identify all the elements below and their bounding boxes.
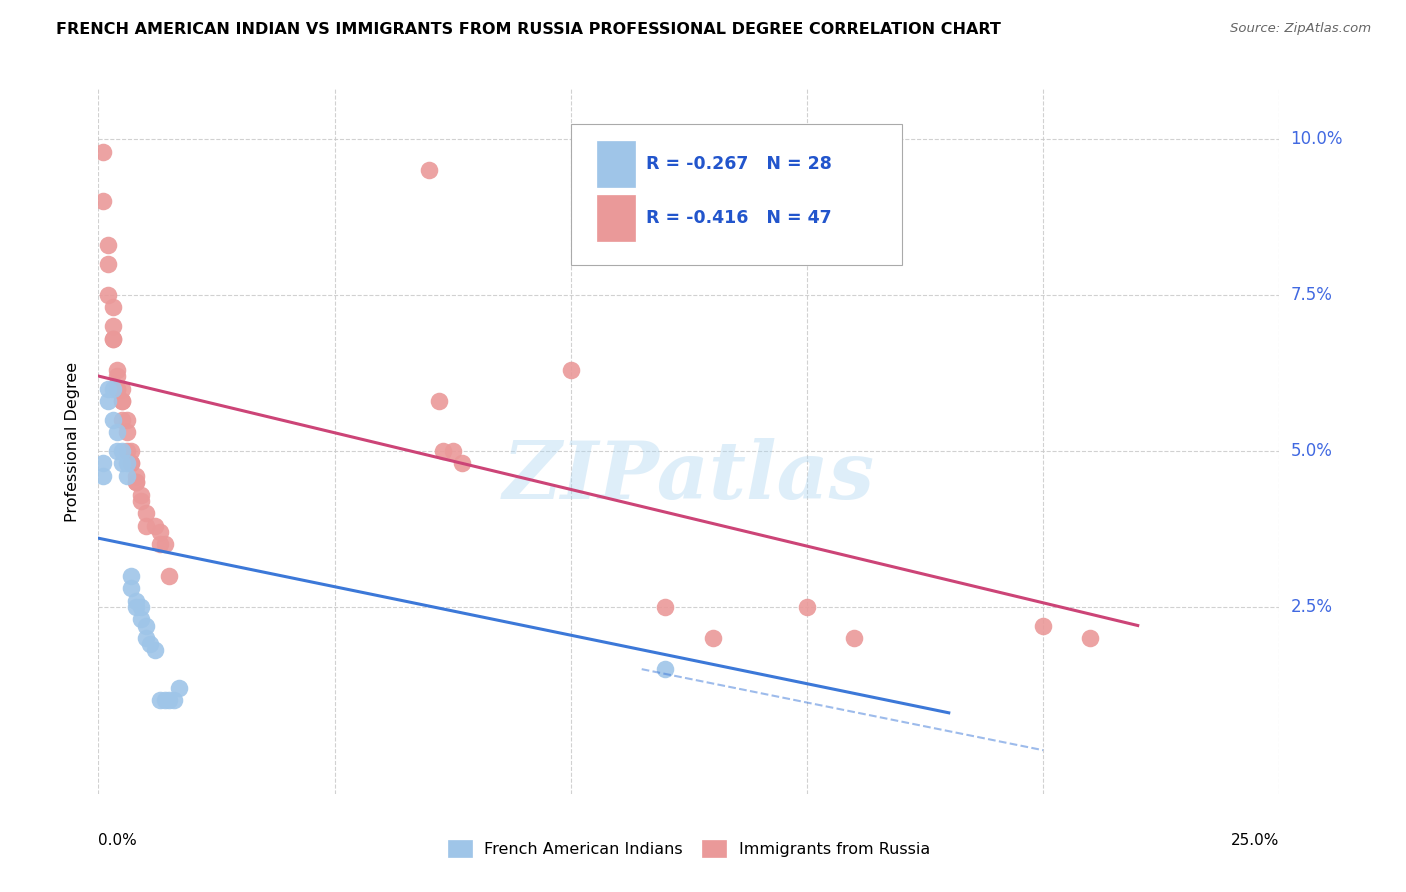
- Point: [115, 443, 138, 458]
- Point: [121, 568, 143, 582]
- Text: R = -0.416   N = 47: R = -0.416 N = 47: [647, 209, 832, 227]
- Point: [125, 475, 148, 489]
- Point: [91, 468, 114, 483]
- FancyBboxPatch shape: [596, 194, 634, 241]
- Point: [115, 468, 138, 483]
- Text: FRENCH AMERICAN INDIAN VS IMMIGRANTS FROM RUSSIA PROFESSIONAL DEGREE CORRELATION: FRENCH AMERICAN INDIAN VS IMMIGRANTS FRO…: [56, 22, 1001, 37]
- Point: [111, 382, 134, 396]
- Point: [97, 238, 120, 252]
- Point: [167, 681, 190, 695]
- Point: [115, 425, 138, 440]
- Text: R = -0.267   N = 28: R = -0.267 N = 28: [647, 155, 832, 173]
- FancyBboxPatch shape: [571, 124, 901, 266]
- Point: [143, 643, 166, 657]
- Point: [560, 363, 582, 377]
- Point: [135, 518, 157, 533]
- Point: [125, 468, 148, 483]
- Point: [105, 382, 128, 396]
- Point: [157, 568, 180, 582]
- Point: [111, 456, 134, 470]
- Point: [153, 693, 176, 707]
- Point: [125, 475, 148, 489]
- Point: [796, 599, 818, 614]
- Point: [121, 456, 143, 470]
- Point: [129, 599, 152, 614]
- Text: 0.0%: 0.0%: [98, 833, 138, 847]
- Point: [105, 369, 128, 384]
- Point: [125, 599, 148, 614]
- FancyBboxPatch shape: [596, 142, 634, 187]
- Point: [427, 394, 450, 409]
- Point: [702, 631, 724, 645]
- Point: [121, 443, 143, 458]
- Point: [97, 257, 120, 271]
- Text: 10.0%: 10.0%: [1291, 130, 1343, 148]
- Point: [101, 382, 124, 396]
- Point: [129, 493, 152, 508]
- Point: [111, 394, 134, 409]
- Text: 25.0%: 25.0%: [1232, 833, 1279, 847]
- Point: [163, 693, 186, 707]
- Point: [105, 382, 128, 396]
- Text: 2.5%: 2.5%: [1291, 598, 1333, 615]
- Point: [129, 487, 152, 501]
- Legend: French American Indians, Immigrants from Russia: French American Indians, Immigrants from…: [441, 833, 936, 863]
- Point: [135, 631, 157, 645]
- Text: Source: ZipAtlas.com: Source: ZipAtlas.com: [1230, 22, 1371, 36]
- Point: [418, 163, 440, 178]
- Point: [157, 693, 180, 707]
- Point: [97, 394, 120, 409]
- Text: ZIPatlas: ZIPatlas: [503, 438, 875, 516]
- Point: [1032, 618, 1054, 632]
- Point: [101, 319, 124, 334]
- Point: [91, 194, 114, 209]
- Point: [111, 394, 134, 409]
- Text: 7.5%: 7.5%: [1291, 286, 1333, 304]
- Point: [97, 288, 120, 302]
- Point: [115, 413, 138, 427]
- Point: [139, 637, 162, 651]
- Point: [111, 443, 134, 458]
- Point: [143, 518, 166, 533]
- Point: [125, 593, 148, 607]
- Point: [105, 425, 128, 440]
- Point: [101, 332, 124, 346]
- Point: [654, 599, 676, 614]
- Point: [91, 145, 114, 159]
- Y-axis label: Professional Degree: Professional Degree: [65, 361, 80, 522]
- Point: [1080, 631, 1102, 645]
- Point: [105, 363, 128, 377]
- Point: [101, 301, 124, 315]
- Point: [432, 443, 454, 458]
- Point: [101, 413, 124, 427]
- Point: [101, 332, 124, 346]
- Point: [844, 631, 866, 645]
- Point: [115, 456, 138, 470]
- Point: [121, 456, 143, 470]
- Point: [91, 456, 114, 470]
- Point: [654, 662, 676, 676]
- Point: [129, 612, 152, 626]
- Point: [149, 693, 172, 707]
- Point: [135, 618, 157, 632]
- Point: [149, 524, 172, 539]
- Point: [451, 456, 474, 470]
- Point: [111, 413, 134, 427]
- Point: [97, 382, 120, 396]
- Point: [135, 506, 157, 520]
- Point: [121, 581, 143, 595]
- Point: [153, 537, 176, 551]
- Point: [105, 443, 128, 458]
- Point: [149, 537, 172, 551]
- Text: 5.0%: 5.0%: [1291, 442, 1333, 460]
- Point: [441, 443, 464, 458]
